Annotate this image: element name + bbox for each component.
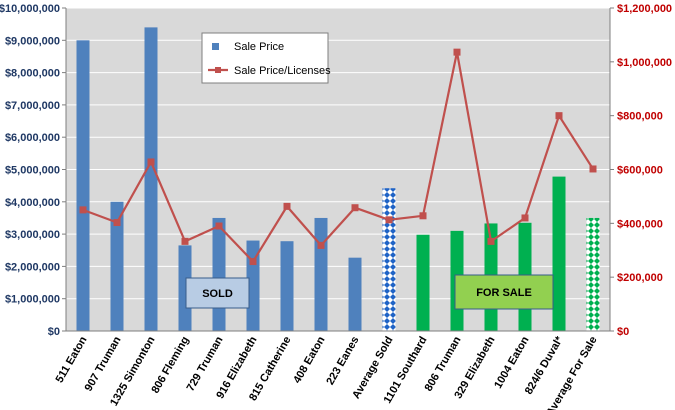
annotations: SOLD FOR SALE xyxy=(185,274,554,310)
bar-10 xyxy=(382,188,396,331)
line-marker-6 xyxy=(249,258,257,266)
bar-11 xyxy=(416,234,430,331)
y-right-tick-label: $600,000 xyxy=(617,165,663,177)
bar-9 xyxy=(348,257,362,331)
legend: Sale Price Sale Price/Licenses xyxy=(201,32,331,84)
line-marker-9 xyxy=(351,204,359,212)
y-left-tick-label: $3,000,000 xyxy=(5,229,60,241)
legend-swatch-marker xyxy=(215,67,221,73)
y-left-tick-label: $8,000,000 xyxy=(5,68,60,80)
y-left-tick-label: $0 xyxy=(48,326,60,338)
bar-16 xyxy=(586,217,600,331)
for-sale-box xyxy=(454,274,554,310)
bar-1 xyxy=(76,40,90,332)
y-left-tick-label: $10,000,000 xyxy=(0,3,60,15)
line-marker-4 xyxy=(181,237,189,245)
line-marker-14 xyxy=(521,214,529,222)
y-right-tick-label: $400,000 xyxy=(617,218,663,230)
sold-label: SOLD xyxy=(202,288,233,300)
line-marker-7 xyxy=(283,202,291,210)
legend-label-sale-price-licenses: Sale Price/Licenses xyxy=(234,65,331,77)
line-marker-13 xyxy=(487,237,495,245)
line-marker-15 xyxy=(555,112,563,120)
bar-15 xyxy=(552,176,566,331)
line-marker-16 xyxy=(589,165,597,173)
bar-3 xyxy=(144,27,158,331)
line-series xyxy=(79,48,597,266)
line-marker-3 xyxy=(147,158,155,166)
y-left-tick-label: $7,000,000 xyxy=(5,100,60,112)
y-left-tick-label: $9,000,000 xyxy=(5,35,60,47)
legend-box xyxy=(201,32,329,84)
y-left-tick-label: $1,000,000 xyxy=(5,294,60,306)
y-right-tick-label: $1,200,000 xyxy=(617,3,672,15)
bar-8 xyxy=(314,217,328,331)
line-marker-10 xyxy=(385,216,393,224)
line-marker-2 xyxy=(113,219,121,227)
for-sale-label: FOR SALE xyxy=(476,287,532,299)
line-marker-8 xyxy=(317,241,325,249)
line-marker-12 xyxy=(453,48,461,56)
bar-7 xyxy=(280,241,294,331)
y-left-tick-label: $4,000,000 xyxy=(5,197,60,209)
sold-box xyxy=(185,277,250,309)
y-left-tick-label: $2,000,000 xyxy=(5,261,60,273)
line-marker-5 xyxy=(215,222,223,230)
y-right-tick-label: $1,000,000 xyxy=(617,57,672,69)
bar-5 xyxy=(212,217,226,331)
y-right-tick-label: $800,000 xyxy=(617,111,663,123)
line-marker-11 xyxy=(419,212,427,220)
legend-swatch-bar xyxy=(212,43,219,50)
line-marker-1 xyxy=(79,206,87,214)
bar-4 xyxy=(178,245,192,331)
y-left-tick-label: $6,000,000 xyxy=(5,132,60,144)
y-right-tick-label: $0 xyxy=(617,326,629,338)
bar-2 xyxy=(110,201,124,331)
y-left-tick-label: $5,000,000 xyxy=(5,165,60,177)
y-right-tick-label: $200,000 xyxy=(617,272,663,284)
line-path xyxy=(82,51,594,263)
legend-label-sale-price: Sale Price xyxy=(234,41,284,53)
